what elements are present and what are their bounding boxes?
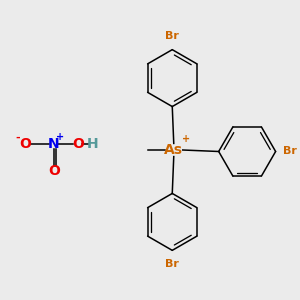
Text: +: +: [56, 132, 64, 142]
Text: O: O: [72, 137, 84, 151]
Text: +: +: [182, 134, 190, 144]
Text: O: O: [20, 137, 32, 151]
Text: H: H: [87, 137, 99, 151]
Text: As: As: [164, 143, 183, 157]
Text: N: N: [48, 137, 60, 151]
Text: Br: Br: [165, 259, 179, 269]
Text: Br: Br: [283, 146, 297, 157]
Text: Br: Br: [165, 31, 179, 41]
Text: O: O: [48, 164, 60, 178]
Text: -: -: [15, 132, 20, 142]
